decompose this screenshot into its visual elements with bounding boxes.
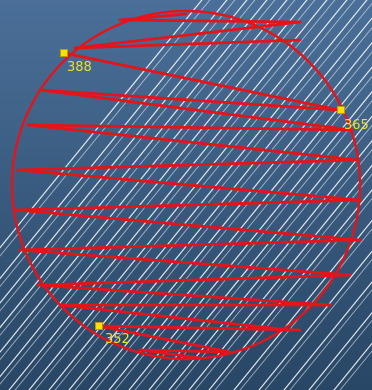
red-outline-mesh — [10, 9, 362, 361]
outline-chord — [73, 38, 302, 50]
fiber-line — [174, 149, 372, 390]
outline-chord — [97, 324, 232, 354]
fiber-line — [194, 173, 372, 390]
outline-chord — [26, 123, 360, 162]
fiber-line — [0, 0, 243, 390]
fiber-line — [0, 0, 218, 390]
fiber-line — [114, 75, 372, 390]
fiber-line — [239, 228, 372, 390]
outline-chord — [58, 303, 292, 332]
fiber-line — [0, 0, 303, 390]
outline-chord — [26, 123, 354, 132]
fiber-line — [264, 258, 372, 390]
fiber-line — [0, 0, 263, 390]
outline-chord — [38, 88, 341, 112]
outline-chord — [118, 18, 302, 24]
point-marker-352[interactable] — [95, 322, 103, 330]
point-label-365: 365 — [344, 118, 369, 133]
outline-chord — [36, 283, 332, 307]
outline-circle — [10, 9, 362, 361]
point-marker-365[interactable] — [337, 106, 345, 114]
fiber-line — [283, 281, 372, 390]
fiber-line — [0, 0, 210, 390]
point-label-388: 388 — [67, 60, 92, 75]
fiber-line — [333, 342, 372, 390]
fiber-line — [0, 0, 295, 390]
fiber-line — [0, 0, 235, 390]
outline-chord — [138, 348, 232, 354]
fiber-line — [0, 0, 283, 390]
fiber-line — [28, 0, 348, 390]
outline-chord — [97, 324, 302, 332]
outline-chord — [62, 51, 341, 112]
fiber-line — [314, 319, 372, 390]
fiber-line — [8, 0, 328, 390]
fiber-line — [308, 311, 372, 390]
fiber-line — [0, 0, 255, 390]
outline-chord — [18, 238, 362, 252]
outline-chord — [16, 158, 360, 172]
outline-chord — [14, 198, 362, 212]
outline-chord — [18, 248, 352, 277]
point-label-352: 352 — [105, 332, 130, 347]
fiber-line — [258, 250, 372, 390]
outline-chord — [138, 348, 202, 360]
outline-chord — [73, 20, 302, 50]
fiber-line — [289, 289, 372, 390]
outline-chord — [38, 88, 354, 132]
fiber-line — [54, 2, 372, 390]
fiber-line — [0, 0, 315, 390]
fiber-line — [0, 0, 323, 390]
outline-chord — [36, 273, 352, 287]
outline-chord — [14, 208, 362, 242]
point-marker-388[interactable] — [60, 49, 68, 57]
outline-chord — [16, 168, 362, 202]
fiber-line — [14, 0, 336, 390]
fiber-line — [0, 0, 275, 390]
fiber-line — [134, 100, 372, 390]
